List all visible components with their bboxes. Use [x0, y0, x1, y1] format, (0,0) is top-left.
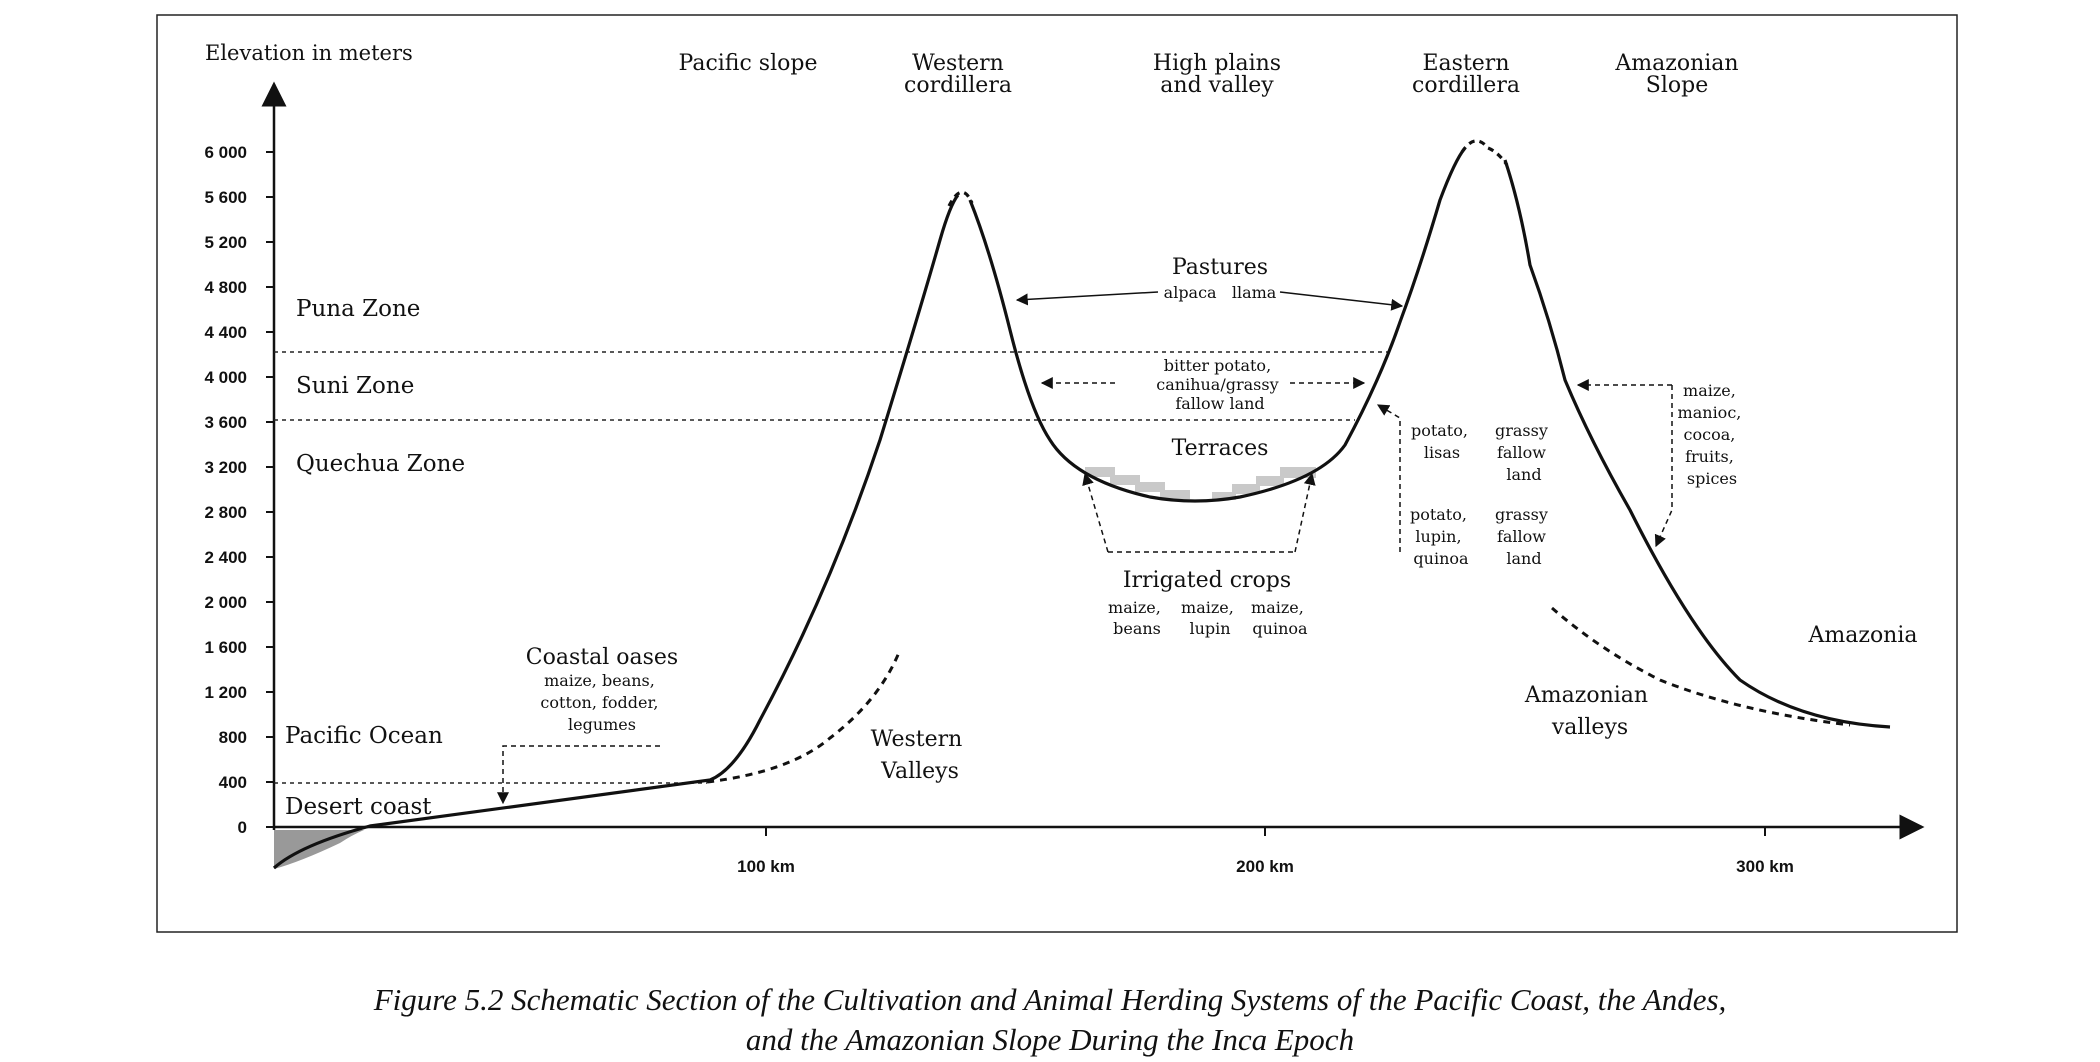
y-tick-label: 5 600	[204, 188, 247, 207]
western-valleys-label: Western Valleys	[871, 727, 970, 784]
y-tick-label: 2 800	[204, 503, 247, 522]
east-crops-col1-bottom: potato, lupin, quinoa	[1410, 505, 1472, 568]
y-tick-label: 4 800	[204, 278, 247, 297]
terraces-steps	[1085, 467, 1316, 500]
irrigated-crop-2: maize, lupin	[1181, 598, 1239, 638]
caption-line-1: Figure 5.2 Schematic Section of the Cult…	[373, 982, 1727, 1017]
zone-suni: Suni Zone	[296, 373, 414, 399]
pastures-arrow-right	[1279, 291, 1404, 311]
y-tick-label: 2 400	[204, 548, 247, 567]
y-tick-label: 1 600	[204, 638, 247, 657]
region-pacific-slope: Pacific slope	[679, 51, 818, 76]
zone-desert-coast: Desert coast	[285, 794, 432, 820]
coastal-bracket-arrow	[497, 745, 660, 805]
coastal-oases-crops: maize, beans, cotton, fodder, legumes	[540, 671, 663, 734]
irrigated-crop-3: maize, quinoa	[1251, 598, 1309, 638]
amazonian-valleys-curve	[1551, 606, 1851, 727]
east-crops-col2-bottom: grassy fallow land	[1495, 505, 1553, 568]
x-axis-ticks: 100 km 200 km 300 km	[737, 827, 1794, 876]
y-tick-label: 6 000	[204, 143, 247, 162]
y-axis-ticks: 6 000 5 600 5 200 4 800 4 400 4 000 3 600 3 200…	[204, 143, 274, 837]
irrigated-title: Irrigated crops	[1123, 568, 1291, 593]
y-tick-label: 400	[219, 773, 247, 792]
western-summit-dashed	[947, 190, 974, 207]
coastal-oases-title: Coastal oases	[526, 645, 678, 670]
y-axis-title: Elevation in meters	[205, 41, 413, 65]
region-high-plains: High plains and valley	[1153, 51, 1281, 98]
x-tick-label: 200 km	[1236, 857, 1294, 876]
region-amazonian-slope: Amazonian Slope	[1614, 51, 1738, 98]
terrain-profile	[272, 146, 1891, 870]
y-tick-label: 3 600	[204, 413, 247, 432]
y-tick-label: 4 000	[204, 368, 247, 387]
pastures-label: Pastures	[1172, 255, 1268, 280]
caption-line-2: and the Amazonian Slope During the Inca …	[745, 1022, 1355, 1057]
amazonia-label: Amazonia	[1807, 623, 1917, 648]
region-headers: Pacific slope Western cordillera High pla…	[679, 51, 1739, 98]
irrigated-arrow-right	[1294, 472, 1316, 553]
y-tick-label: 800	[219, 728, 247, 747]
pastures-animals: alpaca llama	[1164, 283, 1277, 302]
figure-caption: Figure 5.2 Schematic Section of the Cult…	[0, 980, 2100, 1060]
east-crops-col1-top: potato, lisas	[1411, 421, 1473, 462]
y-tick-label: 4 400	[204, 323, 247, 342]
y-tick-label: 2 000	[204, 593, 247, 612]
east-crops-col2-top: grassy fallow land	[1495, 421, 1553, 484]
figure-frame	[156, 14, 1958, 933]
ocean-shading	[274, 830, 364, 869]
pastures-arrow-left	[1015, 291, 1159, 306]
amazon-crops: maize, manioc, cocoa, fruits, spices	[1678, 381, 1747, 488]
terraces-label: Terraces	[1172, 436, 1269, 461]
zone-pacific-ocean: Pacific Ocean	[285, 723, 443, 749]
western-valleys-curve	[706, 649, 902, 784]
amazon-bracket-arrow-bottom	[1654, 385, 1673, 548]
y-tick-label: 3 200	[204, 458, 247, 477]
eastern-summit-dashed	[1460, 139, 1509, 166]
region-western-cordillera: Western cordillera	[904, 51, 1012, 98]
y-tick-label: 5 200	[204, 233, 247, 252]
x-tick-label: 100 km	[737, 857, 795, 876]
zone-quechua: Quechua Zone	[296, 451, 465, 477]
eastern-bracket-arrow	[1376, 404, 1401, 552]
amazonian-valleys-label: Amazonian valleys	[1524, 683, 1655, 740]
irrigated-arrow-left	[1082, 472, 1109, 553]
x-tick-label: 300 km	[1736, 857, 1794, 876]
irrigated-crop-1: maize, beans	[1108, 598, 1166, 638]
zone-puna: Puna Zone	[296, 296, 420, 322]
region-eastern-cordillera: Eastern cordillera	[1412, 51, 1520, 98]
suni-crops: bitter potato, canihua/grassy fallow lan…	[1156, 356, 1283, 413]
y-tick-label: 0	[238, 818, 247, 837]
y-tick-label: 1 200	[204, 683, 247, 702]
